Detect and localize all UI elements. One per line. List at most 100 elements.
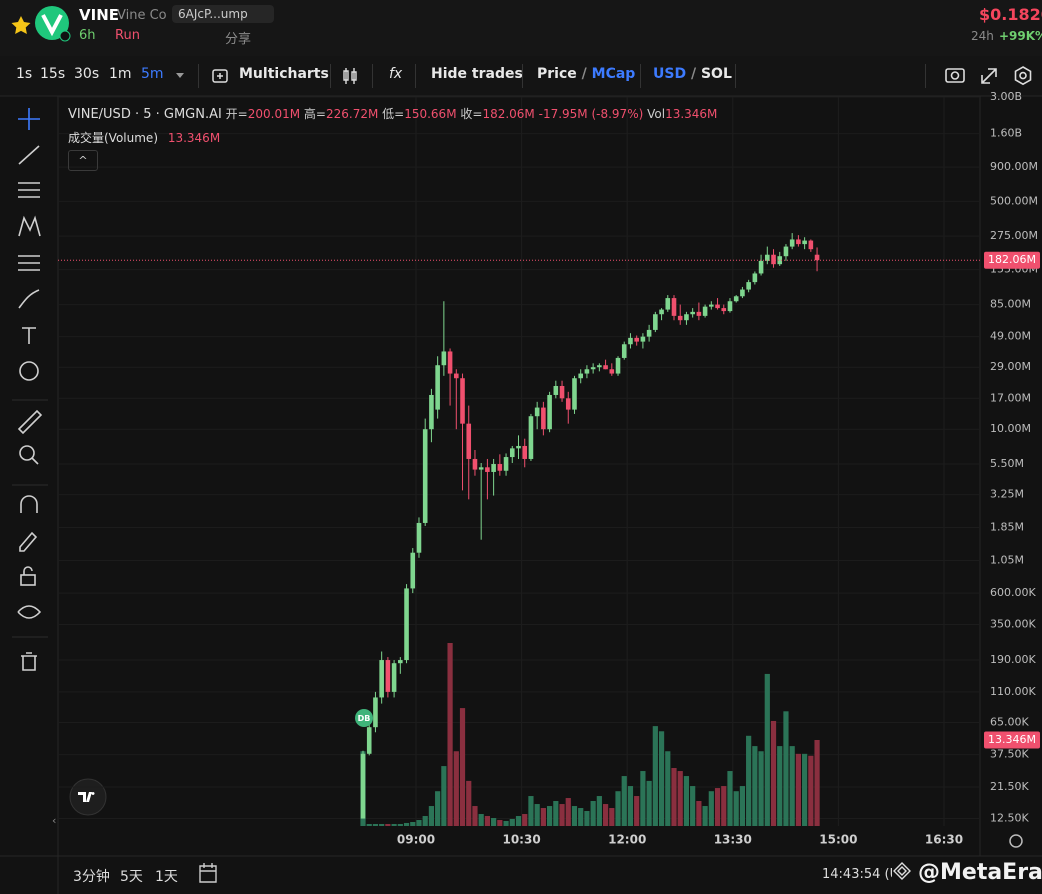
candle-body <box>796 239 801 245</box>
volume-bar <box>652 726 658 826</box>
interval[interactable]: 1m <box>109 66 132 82</box>
crosshair-tool[interactable] <box>18 108 40 130</box>
candle-body <box>366 727 372 754</box>
volume-bar <box>658 731 665 826</box>
volume-bar <box>478 814 484 826</box>
volume-bar <box>416 820 422 826</box>
volume-bar <box>627 786 634 826</box>
trade-badge-label: DB <box>358 714 371 723</box>
volume-bar <box>522 814 528 826</box>
toolbar-bg <box>0 56 1042 96</box>
volume-bar <box>528 796 534 826</box>
trade-badge <box>355 709 373 727</box>
volume-bar <box>621 776 627 826</box>
screenshot-icon[interactable] <box>945 68 965 83</box>
range-button[interactable]: 1天 <box>155 869 178 885</box>
projection-tool[interactable] <box>18 255 40 271</box>
interval[interactable]: 30s <box>74 66 100 82</box>
candle-body <box>578 373 583 379</box>
candle-body <box>671 298 677 316</box>
price-option[interactable]: Price <box>537 66 577 82</box>
y-tick-label: 65.00K <box>990 716 1029 729</box>
volume-bar <box>584 810 590 826</box>
scroll-left[interactable]: ‹ <box>52 814 56 827</box>
delete-tool[interactable] <box>21 652 37 671</box>
candle-body <box>516 445 521 449</box>
settings-icon[interactable] <box>1014 66 1032 86</box>
candle-body <box>404 588 409 661</box>
range-button[interactable]: 3分钟 <box>73 869 110 885</box>
magnet-tool[interactable] <box>20 495 38 513</box>
x-tick-label: 12:00 <box>608 833 646 847</box>
interval[interactable]: 15s <box>40 66 66 82</box>
favorite-star[interactable] <box>11 16 31 34</box>
range-button[interactable]: 5天 <box>120 869 143 885</box>
calendar-icon[interactable] <box>199 863 217 883</box>
volume-bar <box>441 766 447 826</box>
sol-option[interactable]: SOL <box>700 66 732 82</box>
ohlc-value: 226.72M <box>325 107 379 121</box>
volume-bar <box>721 786 727 826</box>
volume-bar <box>671 768 677 826</box>
volume-legend: 成交量(Volume) 13.346M <box>68 129 220 146</box>
text-tool[interactable] <box>22 327 36 344</box>
candle-body <box>416 522 422 553</box>
volume-bar <box>640 771 646 826</box>
last-price-label: 182.06M <box>988 253 1036 266</box>
candle-body <box>777 256 783 265</box>
volume-bar <box>447 643 453 826</box>
multicharts-icon[interactable] <box>212 69 228 83</box>
usd-option[interactable]: USD <box>653 66 687 82</box>
fib-tool[interactable] <box>18 182 40 198</box>
candle-body <box>398 660 403 664</box>
brush-tool[interactable] <box>18 289 40 309</box>
token-address[interactable]: 6AJcP...ump <box>172 5 274 23</box>
collapse-legend[interactable]: ^ <box>68 150 98 171</box>
candle-body <box>454 373 459 379</box>
ohlc-label: 收= <box>460 107 483 121</box>
candle-body <box>466 423 472 459</box>
mcap-option[interactable]: MCap <box>591 66 636 82</box>
share[interactable]: 分享 <box>225 32 252 47</box>
candle-body <box>814 254 820 261</box>
ruler-tool[interactable] <box>17 409 43 435</box>
zoom-tool[interactable] <box>19 445 35 461</box>
candle-body <box>410 552 416 589</box>
ohlc-change: -17.95M (-8.97%) <box>538 107 644 121</box>
indicators[interactable]: fx <box>389 66 403 82</box>
ohlc-high: 高=226.72M <box>304 107 378 121</box>
candle-body <box>503 457 509 471</box>
interval-active[interactable]: 5m <box>141 66 164 82</box>
volume-bar <box>472 806 478 826</box>
candle-body <box>696 311 702 316</box>
visibility-tool[interactable] <box>17 605 42 619</box>
hide-trades[interactable]: Hide trades <box>431 66 523 82</box>
candle-body <box>422 429 428 523</box>
axis-settings[interactable] <box>1009 834 1023 848</box>
interval-dropdown[interactable] <box>176 73 184 78</box>
price-toggle[interactable]: Price / MCap <box>537 66 635 82</box>
volume-bar <box>509 818 515 826</box>
interval[interactable]: 1s <box>16 66 33 82</box>
multicharts[interactable]: Multicharts <box>239 66 329 82</box>
trendline-tool[interactable] <box>18 145 40 165</box>
pattern-tool[interactable] <box>18 215 41 237</box>
emoji-tool[interactable] <box>19 361 39 381</box>
candle-body <box>559 385 565 399</box>
candle-body <box>485 467 490 472</box>
chart-type-icon[interactable] <box>343 68 357 84</box>
volume-bar <box>571 806 578 826</box>
fullscreen-icon[interactable] <box>981 68 997 84</box>
candle-body <box>391 663 397 692</box>
lock-tool[interactable] <box>20 574 36 586</box>
y-tick-label: 12.50K <box>990 812 1029 825</box>
volume-bar <box>683 776 690 826</box>
y-tick-label: 5.50M <box>990 457 1024 470</box>
volume-bar <box>777 746 783 826</box>
drawing-tools <box>17 108 43 671</box>
candle-body <box>653 314 658 330</box>
candle-body <box>590 367 596 370</box>
volume-bar <box>764 673 770 826</box>
lock-draw-tool[interactable] <box>19 531 38 552</box>
currency-toggle[interactable]: USD / SOL <box>653 66 732 82</box>
